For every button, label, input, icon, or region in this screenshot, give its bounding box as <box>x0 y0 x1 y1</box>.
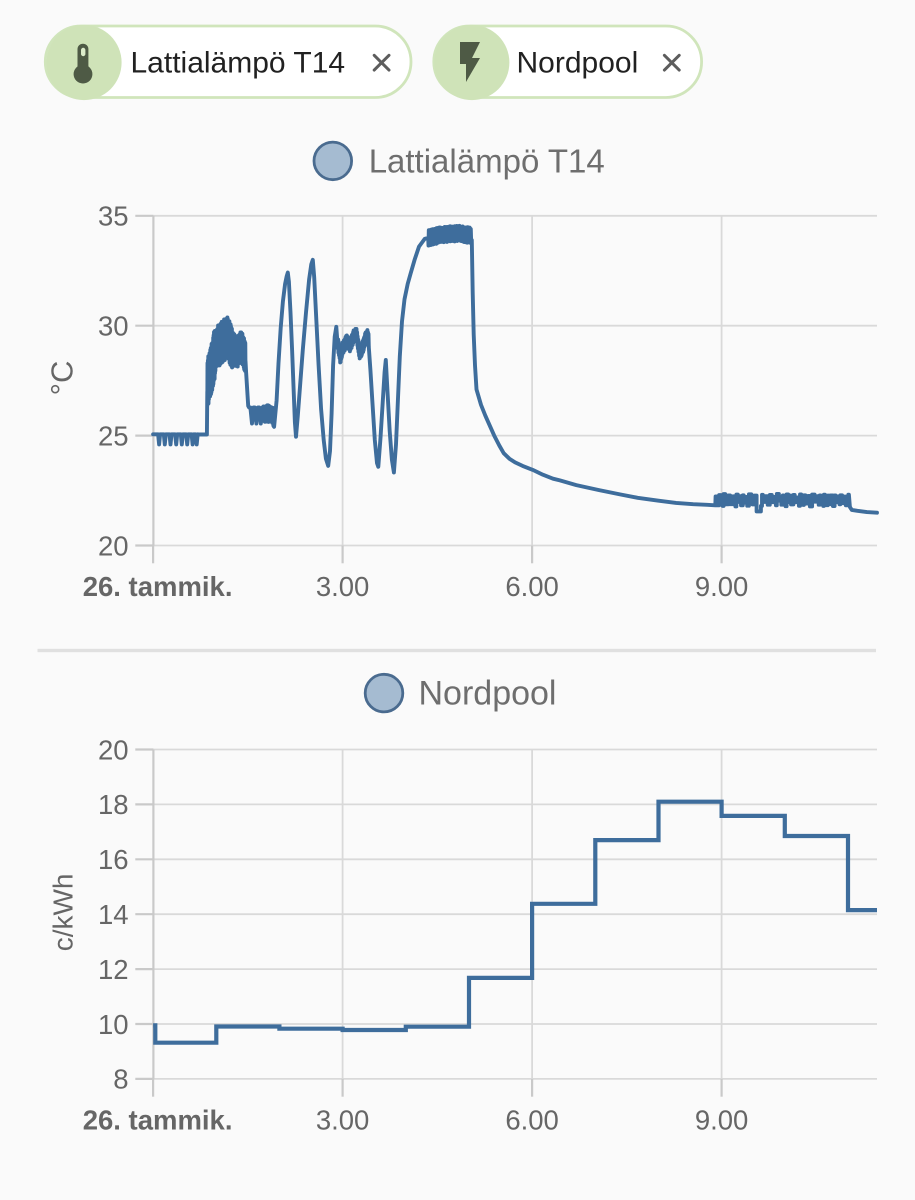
svg-text:Nordpool: Nordpool <box>419 675 557 713</box>
svg-text:Lattialämpö T14: Lattialämpö T14 <box>131 47 346 80</box>
svg-text:Nordpool: Nordpool <box>517 47 639 80</box>
svg-text:20: 20 <box>98 734 129 765</box>
svg-text:9.00: 9.00 <box>695 571 749 602</box>
svg-text:25: 25 <box>98 420 129 451</box>
svg-text:8: 8 <box>113 1064 128 1095</box>
svg-text:26. tammik.: 26. tammik. <box>83 571 233 602</box>
svg-text:°C: °C <box>45 361 80 396</box>
svg-text:16: 16 <box>98 844 129 875</box>
svg-text:3.00: 3.00 <box>316 571 370 602</box>
svg-text:35: 35 <box>98 201 129 232</box>
svg-text:9.00: 9.00 <box>695 1105 749 1136</box>
svg-text:18: 18 <box>98 789 129 820</box>
svg-text:6.00: 6.00 <box>505 571 559 602</box>
svg-text:6.00: 6.00 <box>505 1105 559 1136</box>
svg-text:12: 12 <box>98 954 129 985</box>
svg-text:10: 10 <box>98 1009 129 1040</box>
svg-text:20: 20 <box>98 530 129 561</box>
svg-text:Lattialämpö T14: Lattialämpö T14 <box>369 143 605 180</box>
svg-text:c/kWh: c/kWh <box>48 874 79 952</box>
svg-text:14: 14 <box>98 899 129 930</box>
svg-text:3.00: 3.00 <box>316 1105 370 1136</box>
svg-text:30: 30 <box>98 311 129 342</box>
svg-text:26. tammik.: 26. tammik. <box>83 1105 233 1136</box>
